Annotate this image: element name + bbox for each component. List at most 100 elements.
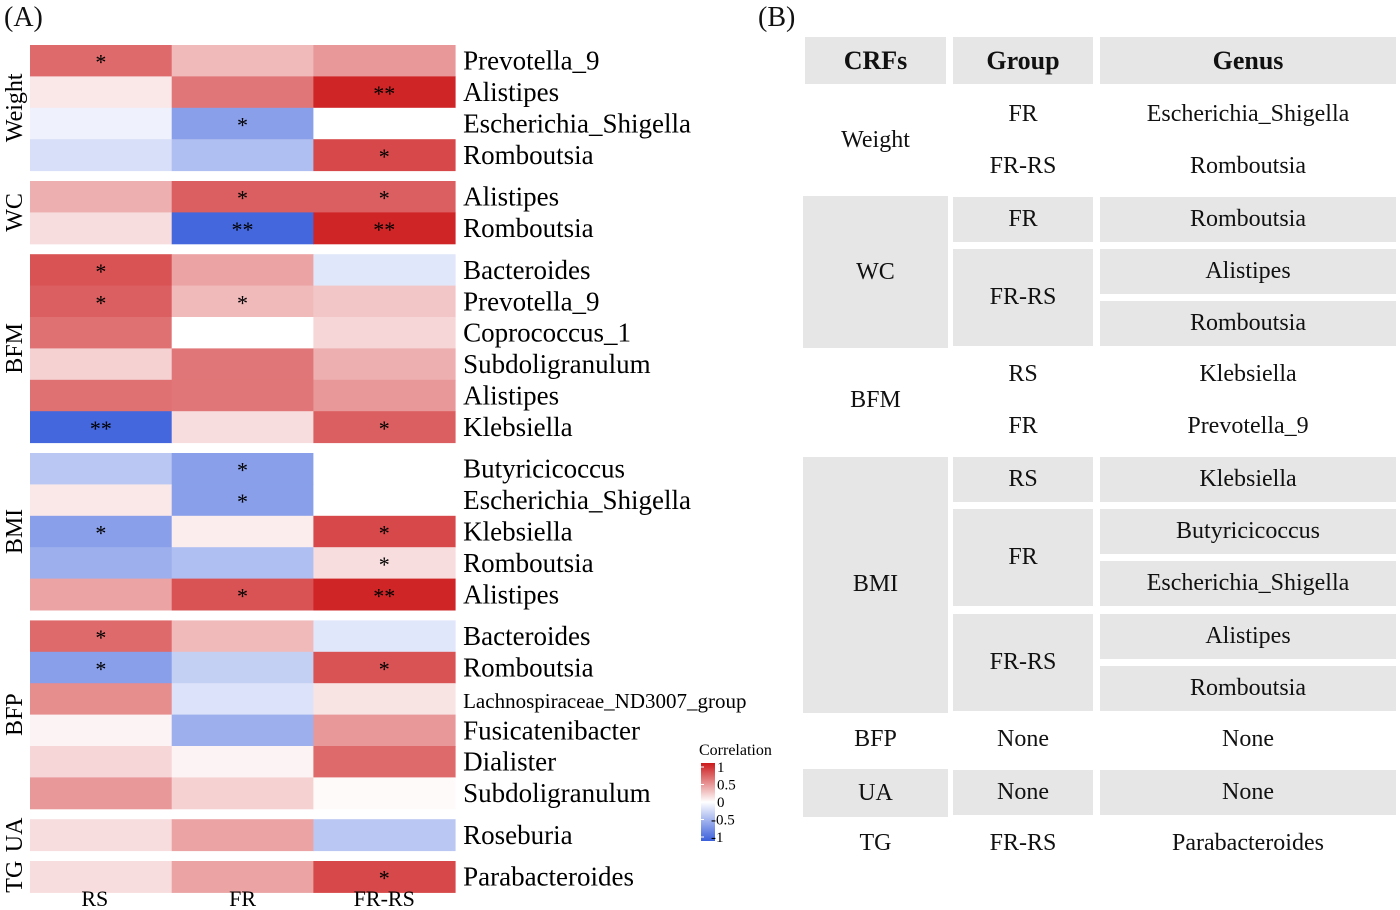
heatmap-cell [30, 181, 173, 213]
group-label: TG [2, 861, 28, 893]
heatmap-cell [313, 348, 456, 381]
significance-mark: * [379, 657, 390, 682]
heatmap-cell [313, 285, 456, 318]
group-cell: FR-RS [953, 248, 1093, 346]
genus-cell: Butyricicoccus [1100, 509, 1396, 555]
significance-mark: * [379, 552, 390, 577]
row-label: Subdoligranulum [463, 349, 650, 379]
group-cell: FR [953, 196, 1093, 242]
genus-cell: Alistipes [1100, 248, 1396, 294]
heatmap-cell [30, 515, 173, 548]
crf-cell: BMI [803, 456, 948, 714]
significance-mark: * [379, 144, 390, 169]
column-label: FR [229, 886, 256, 910]
heatmap-cell [313, 484, 456, 517]
legend-colorbar [701, 763, 715, 841]
heatmap-cell [30, 76, 173, 109]
row-label: Dialister [463, 747, 556, 777]
heatmap-cell [30, 714, 173, 747]
significance-mark: * [95, 521, 106, 546]
heatmap-cell [171, 317, 314, 349]
genus-cell: None [1222, 725, 1274, 752]
crf-cell: WC [803, 196, 948, 349]
heatmap-cell [313, 139, 456, 172]
row-label: Klebsiella [463, 412, 572, 442]
genus-cell: Prevotella_9 [1187, 413, 1309, 440]
genus-cell: None [1100, 769, 1396, 815]
genus-cell: Romboutsia [1100, 665, 1396, 711]
heatmap-cell [313, 819, 456, 852]
legend-tick-label: -1 [711, 830, 724, 846]
genus-cell: Escherichia_Shigella [1146, 100, 1350, 127]
column-label: FR-RS [354, 886, 415, 910]
group-label: BMI [2, 509, 28, 554]
heatmap-cell [30, 746, 173, 778]
genus-cell: Romboutsia [1189, 152, 1306, 179]
heatmap-cell [30, 777, 173, 810]
heatmap-cell [313, 861, 456, 893]
heatmap-cell [30, 254, 173, 287]
heatmap-cell [30, 453, 173, 485]
row-label: Romboutsia [463, 653, 594, 683]
heatmap-cell [30, 620, 173, 653]
genus-cell: Romboutsia [1100, 196, 1396, 242]
heatmap-cell [171, 212, 314, 245]
significance-mark: * [95, 259, 106, 284]
significance-mark: * [237, 458, 248, 483]
heatmap-cell [171, 107, 314, 140]
heatmap-cell [30, 484, 173, 517]
panel-a-label: (A) [4, 2, 43, 33]
group-label: UA [2, 817, 28, 852]
table-header-group: Group [953, 37, 1093, 84]
heatmap-cell [30, 285, 173, 318]
row-label: Butyricicoccus [463, 454, 625, 484]
heatmap-cell [313, 714, 456, 747]
significance-mark: * [95, 290, 106, 315]
genus-cell: Romboutsia [1100, 300, 1396, 346]
heatmap-cell [171, 777, 314, 810]
row-label: Romboutsia [463, 213, 594, 243]
heatmap-cell [171, 746, 314, 778]
group-cell: FR [953, 509, 1093, 607]
crf-cell: Weight [841, 126, 910, 153]
heatmap-cell [171, 139, 314, 172]
heatmap-cell [171, 651, 314, 684]
group-label: BFP [2, 693, 28, 736]
heatmap-cell [30, 547, 173, 580]
heatmap-cell [171, 861, 314, 893]
significance-mark: * [95, 50, 106, 75]
heatmap-cell [313, 683, 456, 716]
group-cell: FR [1008, 100, 1038, 127]
significance-mark: ** [373, 217, 395, 242]
heatmap-cell [313, 411, 456, 444]
heatmap-cell [313, 181, 456, 213]
heatmap-cell [171, 453, 314, 485]
heatmap-cell [171, 515, 314, 548]
heatmap-cell [171, 547, 314, 580]
heatmap-cell [30, 107, 173, 140]
table-header-genus: Genus [1100, 37, 1396, 84]
heatmap-cell [30, 578, 173, 611]
heatmap-cell [171, 76, 314, 109]
significance-mark: * [237, 186, 248, 211]
heatmap-cell [171, 578, 314, 611]
heatmap-cell [313, 254, 456, 287]
column-label: RS [81, 886, 108, 910]
row-label: Prevotella_9 [463, 286, 599, 316]
heatmap-cell [313, 107, 456, 140]
heatmap-cell [171, 714, 314, 747]
row-label: Parabacteroides [463, 862, 634, 892]
heatmap-cell [313, 453, 456, 485]
group-cell: FR-RS [989, 152, 1057, 179]
row-label: Roseburia [463, 820, 572, 850]
row-label: Coprococcus_1 [463, 318, 631, 348]
heatmap-cell [313, 547, 456, 580]
significance-mark: * [95, 625, 106, 650]
heatmap-cell [171, 285, 314, 318]
heatmap-cell [30, 651, 173, 684]
heatmap-cell [30, 819, 173, 852]
heatmap-cell [313, 212, 456, 245]
heatmap-cell [30, 348, 173, 381]
heatmap-cell [171, 620, 314, 653]
